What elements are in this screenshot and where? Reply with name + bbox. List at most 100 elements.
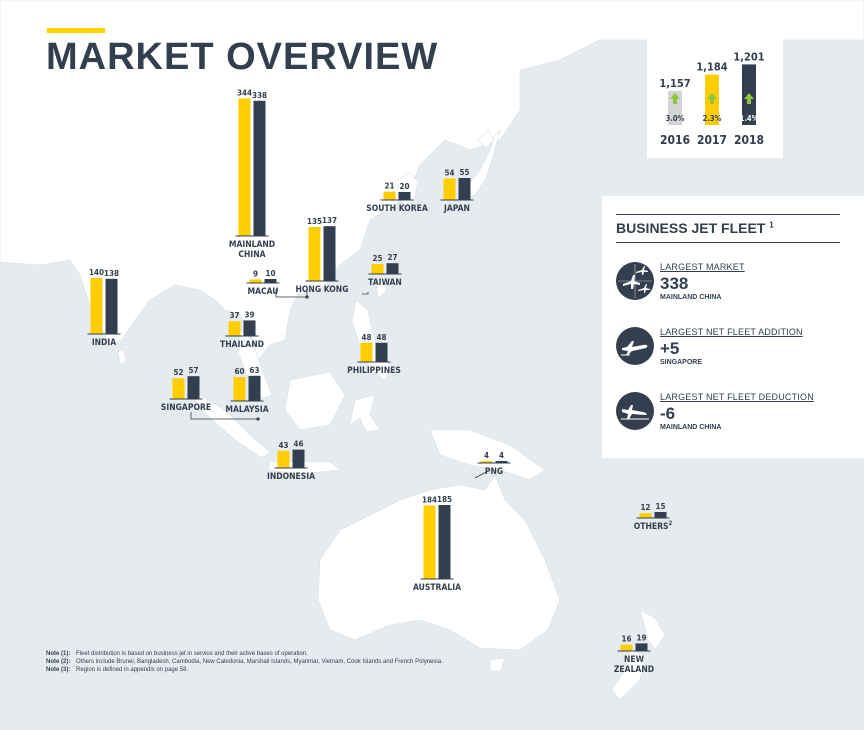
- singapore-value-2018: 57: [188, 366, 198, 375]
- australia-value-2017: 184: [422, 495, 437, 504]
- macau-value-2017: 9: [253, 269, 258, 278]
- thailand-bar-2017: [228, 321, 241, 336]
- india-value-2018: 138: [104, 269, 119, 278]
- growth-arrow-icon: [670, 93, 680, 104]
- stat-caption: LARGEST MARKET: [660, 262, 745, 272]
- philippines-value-2018: 48: [376, 333, 386, 342]
- macau-hongkong-connector: [275, 289, 308, 298]
- hong-kong-value-2018: 137: [322, 216, 337, 225]
- fleet-total-card: 1,157 3.0% 2016 1,184 2.3% 2017 1,201 1.4% 2018: [647, 30, 783, 158]
- south-korea-bar-2017: [383, 191, 396, 200]
- fleet-total-chart: 1,157 3.0% 2016 1,184 2.3% 2017 1,201 1.4% 2018: [659, 50, 764, 147]
- australia-bar-2017: [423, 505, 436, 579]
- stat-caption: LARGEST NET FLEET ADDITION: [660, 327, 803, 337]
- new-zealand-bar-2017: [620, 644, 633, 651]
- footnote-text: Others include Brunei, Bangladesh, Cambo…: [76, 659, 443, 665]
- footnote-text: Fleet distribution is based on business …: [76, 651, 308, 657]
- india-bar-2017: [90, 278, 103, 334]
- others-value-2018: 15: [655, 502, 665, 511]
- new-zealand-label: NEW: [624, 655, 645, 665]
- malaysia-value-2017: 60: [234, 367, 244, 376]
- fleet-growth-2017: 2.3%: [703, 114, 722, 123]
- footnote-label: Note (2):: [46, 659, 71, 665]
- new-zealand-label: ZEALAND: [614, 665, 654, 675]
- footnote: Note (2): Others include Brunei, Banglade…: [46, 658, 443, 666]
- stat-sub: SINGAPORE: [660, 359, 703, 366]
- fleet-year-2018: 2018: [734, 133, 764, 147]
- australia-label: AUSTRALIA: [413, 583, 461, 593]
- south-korea-value-2017: 21: [384, 182, 394, 191]
- title-accent-bar: [47, 28, 105, 33]
- fleet-value-2016: 1,157: [659, 77, 690, 90]
- japan-value-2017: 54: [444, 168, 454, 177]
- connector-dot: [256, 417, 260, 421]
- south-korea-label: SOUTH KOREA: [366, 204, 428, 214]
- png-value-2018: 4: [499, 451, 504, 460]
- png-connector: [474, 469, 491, 479]
- australia-bar-2018: [438, 505, 451, 579]
- others-label: OTHERS2: [634, 520, 673, 532]
- japan-bar-2018: [458, 178, 471, 200]
- macau-bar-2018: [264, 279, 277, 283]
- mainland-china-label: MAINLAND: [229, 240, 275, 250]
- stat-largest-market: LARGEST MARKET 338 MAINLAND CHINA: [616, 262, 846, 306]
- footnote-text: Region is defined in appendix on page 58…: [76, 667, 189, 673]
- others-bar-2017: [639, 513, 652, 518]
- mainland-china-value-2018: 338: [252, 91, 267, 100]
- australia-value-2018: 185: [437, 495, 452, 504]
- thailand-value-2018: 39: [244, 310, 254, 319]
- business-jet-fleet-panel: BUSINESS JET FLEET 1 LARGEST MARKET 338 …: [602, 196, 864, 458]
- taiwan-label: TAIWAN: [368, 278, 402, 288]
- singapore-malaysia-connector: [190, 412, 258, 420]
- fleet-value-2018: 1,201: [733, 50, 764, 63]
- macau-bar-2017: [249, 279, 262, 283]
- stat-largest-deduction: LARGEST NET FLEET DEDUCTION -6 MAINLAND …: [616, 392, 846, 436]
- india-label: INDIA: [92, 338, 116, 348]
- macau-label: MACAU: [247, 287, 278, 297]
- south-korea-bar-2018: [398, 192, 411, 200]
- taiwan-value-2018: 27: [387, 253, 397, 262]
- growth-arrow-icon: [744, 93, 754, 104]
- stat-sub: MAINLAND CHINA: [660, 294, 722, 301]
- fleet-value-2017: 1,184: [696, 61, 727, 74]
- png-label: PNG: [485, 467, 503, 477]
- india-value-2017: 140: [89, 268, 104, 277]
- japan-value-2018: 55: [459, 168, 469, 177]
- fleet-bar-2016: [668, 90, 682, 125]
- south-korea-value-2018: 20: [399, 182, 409, 191]
- footnote-label: Note (3):: [46, 667, 71, 673]
- fleet-year-2016: 2016: [660, 133, 690, 147]
- philippines-bar-2017: [360, 342, 373, 362]
- indonesia-value-2018: 46: [293, 440, 303, 449]
- thailand-bar-2018: [243, 320, 256, 336]
- singapore-bar-2017: [172, 378, 185, 399]
- stat-value: 338: [660, 274, 689, 293]
- connector-dot: [305, 295, 309, 299]
- plane-takeoff-icon: [616, 327, 654, 365]
- indonesia-label: INDONESIA: [267, 472, 315, 482]
- macau-value-2018: 10: [265, 269, 275, 278]
- taiwan-bar-2018: [386, 263, 399, 274]
- panel-title-text: BUSINESS JET FLEET: [616, 220, 766, 236]
- panel-title: BUSINESS JET FLEET 1: [616, 214, 840, 243]
- taiwan-connector: [362, 292, 369, 295]
- malaysia-bar-2018: [248, 375, 261, 401]
- hong-kong-bar-2017: [308, 227, 321, 281]
- japan-bar-2017: [443, 178, 456, 200]
- malaysia-bar-2017: [233, 377, 246, 401]
- stat-value: +5: [660, 339, 680, 358]
- philippines-bar-2018: [375, 342, 388, 362]
- plane-landing-icon: [616, 392, 654, 430]
- fleet-year-2017: 2017: [697, 133, 727, 147]
- mainland-china-bar-2018: [253, 100, 266, 236]
- malaysia-label: MALAYSIA: [225, 405, 268, 415]
- page-title: MARKET OVERVIEW: [46, 36, 439, 78]
- philippines-label: PHILIPPINES: [347, 366, 401, 376]
- singapore-value-2017: 52: [173, 368, 183, 377]
- hong-kong-bar-2018: [323, 226, 336, 281]
- footnote: Note (1): Fleet distribution is based on …: [46, 650, 443, 658]
- taiwan-bar-2017: [371, 264, 384, 274]
- mainland-china-bar-2017: [238, 98, 251, 237]
- footnotes: Note (1): Fleet distribution is based on …: [46, 650, 443, 674]
